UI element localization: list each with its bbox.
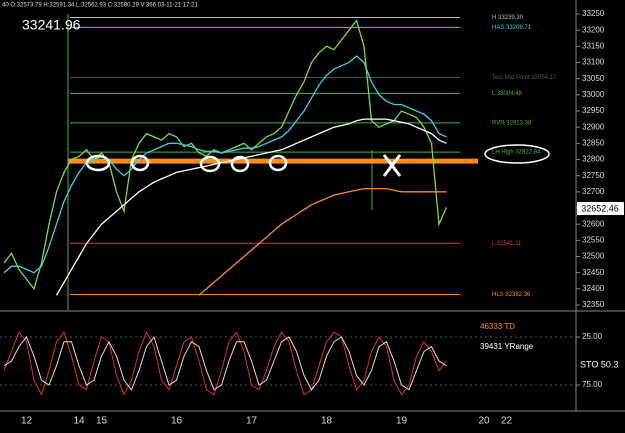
level-label: RVR 32913.38 [492, 120, 532, 126]
annotation: STO 50.3 [580, 359, 618, 369]
annotation: 39431 YRange [480, 342, 534, 351]
circle-marker [130, 154, 150, 172]
x-tick-label: 15 [96, 416, 108, 427]
y-tick-label: 33050 [582, 74, 605, 83]
y-tick-label: 75.00 [582, 380, 603, 389]
circle-marker [199, 155, 221, 173]
series-line [3, 19, 448, 291]
circle-marker [85, 154, 111, 172]
y-tick-label: 25.00 [582, 332, 603, 341]
x-tick-label: 20 [478, 416, 490, 427]
y-tick-label: 32900 [582, 122, 605, 131]
label-ellipse [484, 144, 550, 164]
x-tick-label: 17 [246, 416, 258, 427]
y-tick-label: 32350 [582, 300, 605, 309]
x-tick-label: 16 [171, 416, 183, 427]
series-line [55, 118, 447, 296]
level-label: HLS 32382.36 [492, 292, 531, 298]
series-line [3, 335, 447, 391]
y-tick-label: 32400 [582, 284, 605, 293]
x-tick-label: 12 [21, 416, 33, 427]
y-tick-label: 32950 [582, 106, 605, 115]
y-tick-label: 33100 [582, 58, 605, 67]
markers [85, 144, 550, 177]
y-tick-label: 33150 [582, 41, 605, 50]
series-line [198, 187, 447, 296]
y-tick-label: 33250 [582, 9, 605, 18]
level-label: L 32541.11 [492, 241, 522, 247]
x-tick-label: 22 [501, 416, 513, 427]
level-label: HAS 33208.71 [492, 25, 532, 31]
level-label: H 33239.30 [492, 15, 524, 21]
series-line [3, 55, 447, 274]
level-label: LH High 32822.84 [492, 150, 541, 156]
level-label: L 33004.48 [492, 91, 522, 97]
level-label: Test Mid Point 33054.17 [492, 75, 557, 81]
y-tick-label: 32800 [582, 155, 605, 164]
x-marker [382, 154, 402, 177]
annotation: 46333 TD [480, 322, 515, 331]
y-tick-label: 32700 [582, 187, 605, 196]
y-tick-label: 33000 [582, 90, 605, 99]
circle-marker [268, 154, 288, 172]
y-tick-label: 32750 [582, 171, 605, 180]
price-box [577, 202, 624, 215]
y-tick-label: 32450 [582, 268, 605, 277]
series-line [3, 330, 447, 396]
x-tick-label: 14 [73, 416, 85, 427]
y-tick-label: 32550 [582, 235, 605, 244]
last-price: 32652.46 [581, 203, 619, 213]
y-tick-label: 32500 [582, 252, 605, 261]
x-tick-label: 18 [321, 416, 333, 427]
y-tick-label: 33200 [582, 25, 605, 34]
circle-marker [230, 155, 250, 173]
x-tick-label: 19 [396, 416, 408, 427]
y-tick-label: 32850 [582, 138, 605, 147]
header-price: 33241.96 [22, 17, 81, 33]
y-tick-label: 32600 [582, 219, 605, 228]
header: 40 O:32573.79 H:32591.34 L:32562.93 C:32… [2, 3, 198, 9]
